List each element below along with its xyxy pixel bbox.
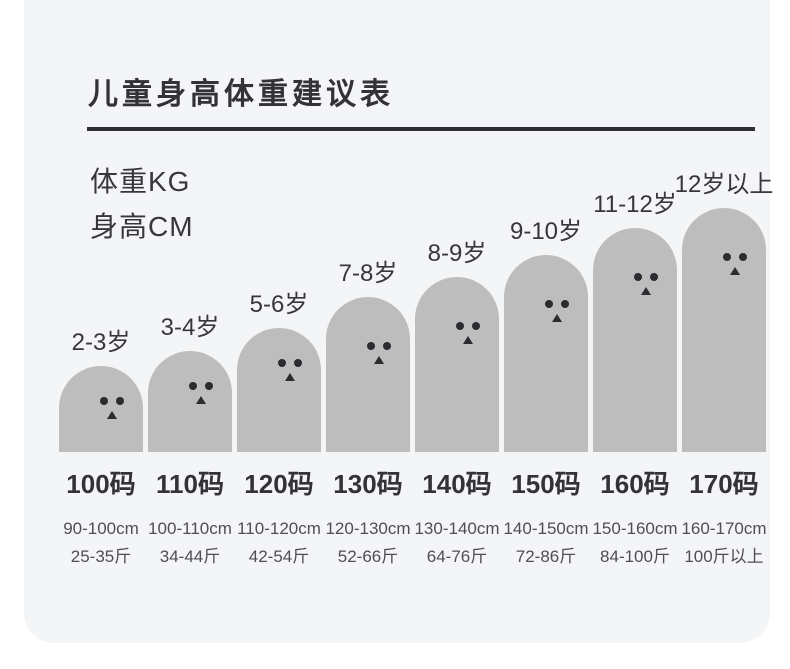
- age-label: 12岁以上: [674, 171, 774, 198]
- cm-label: 130-140cm: [414, 519, 500, 538]
- size-label: 140码: [422, 469, 492, 499]
- jin-label: 84-100斤: [600, 547, 670, 566]
- cm-label: 160-170cm: [681, 519, 767, 538]
- age-label: 8-9岁: [427, 240, 487, 267]
- age-label: 11-12岁: [593, 191, 677, 218]
- eye-left-icon: [723, 253, 731, 261]
- page-title: 儿童身高体重建议表: [88, 78, 394, 111]
- size-label: 170码: [689, 469, 759, 499]
- age-label: 5-6岁: [249, 291, 309, 318]
- nose-triangle-icon: [285, 373, 295, 381]
- height-unit-label: 身高CM: [90, 211, 194, 242]
- cm-label: 110-120cm: [237, 519, 321, 538]
- eye-left-icon: [367, 342, 375, 350]
- title-underline: [87, 127, 755, 131]
- jin-label: 72-86斤: [515, 547, 577, 566]
- eye-right-icon: [116, 397, 124, 405]
- eye-left-icon: [189, 382, 197, 390]
- eye-right-icon: [205, 382, 213, 390]
- eye-right-icon: [561, 300, 569, 308]
- growth-bar: [148, 351, 232, 452]
- cm-label: 100-110cm: [148, 519, 232, 538]
- size-label: 160码: [600, 469, 670, 499]
- chart-card: 儿童身高体重建议表 体重KG 身高CM 2-3岁 100码 90-100cm 25-3…: [24, 0, 773, 643]
- jin-label: 25-35斤: [70, 547, 132, 566]
- jin-label: 64-76斤: [426, 547, 488, 566]
- growth-bar: [59, 366, 143, 452]
- size-label: 120码: [244, 469, 314, 499]
- jin-label: 34-44斤: [159, 547, 221, 566]
- age-label: 9-10岁: [509, 218, 583, 245]
- eye-left-icon: [278, 359, 286, 367]
- eye-left-icon: [456, 322, 464, 330]
- size-label: 110码: [156, 469, 224, 499]
- eye-left-icon: [634, 273, 642, 281]
- age-label: 3-4岁: [160, 314, 220, 341]
- growth-bar: [237, 328, 321, 452]
- nose-triangle-icon: [107, 411, 117, 419]
- age-label: 2-3岁: [71, 329, 131, 356]
- size-label: 150码: [511, 469, 581, 499]
- growth-bar: [326, 297, 410, 452]
- nose-triangle-icon: [463, 336, 473, 344]
- eye-right-icon: [294, 359, 302, 367]
- growth-bar: [682, 208, 766, 452]
- cm-label: 90-100cm: [63, 519, 139, 538]
- size-label: 130码: [333, 469, 403, 499]
- eye-left-icon: [545, 300, 553, 308]
- eye-left-icon: [100, 397, 108, 405]
- growth-bar: [593, 228, 677, 452]
- nose-triangle-icon: [730, 267, 740, 275]
- cm-label: 150-160cm: [592, 519, 678, 538]
- nose-triangle-icon: [374, 356, 384, 364]
- nose-triangle-icon: [552, 314, 562, 322]
- jin-label: 42-54斤: [248, 547, 310, 566]
- age-label: 7-8岁: [338, 260, 398, 287]
- cm-label: 120-130cm: [325, 519, 411, 538]
- eye-right-icon: [739, 253, 747, 261]
- eye-right-icon: [650, 273, 658, 281]
- size-label: 100码: [66, 469, 136, 499]
- growth-bar: [504, 255, 588, 452]
- jin-label: 52-66斤: [337, 547, 399, 566]
- eye-right-icon: [383, 342, 391, 350]
- cm-label: 140-150cm: [503, 519, 589, 538]
- weight-unit-label: 体重KG: [90, 166, 191, 197]
- nose-triangle-icon: [641, 287, 651, 295]
- growth-bar: [415, 277, 499, 452]
- jin-label: 100斤以上: [684, 547, 764, 566]
- eye-right-icon: [472, 322, 480, 330]
- nose-triangle-icon: [196, 396, 206, 404]
